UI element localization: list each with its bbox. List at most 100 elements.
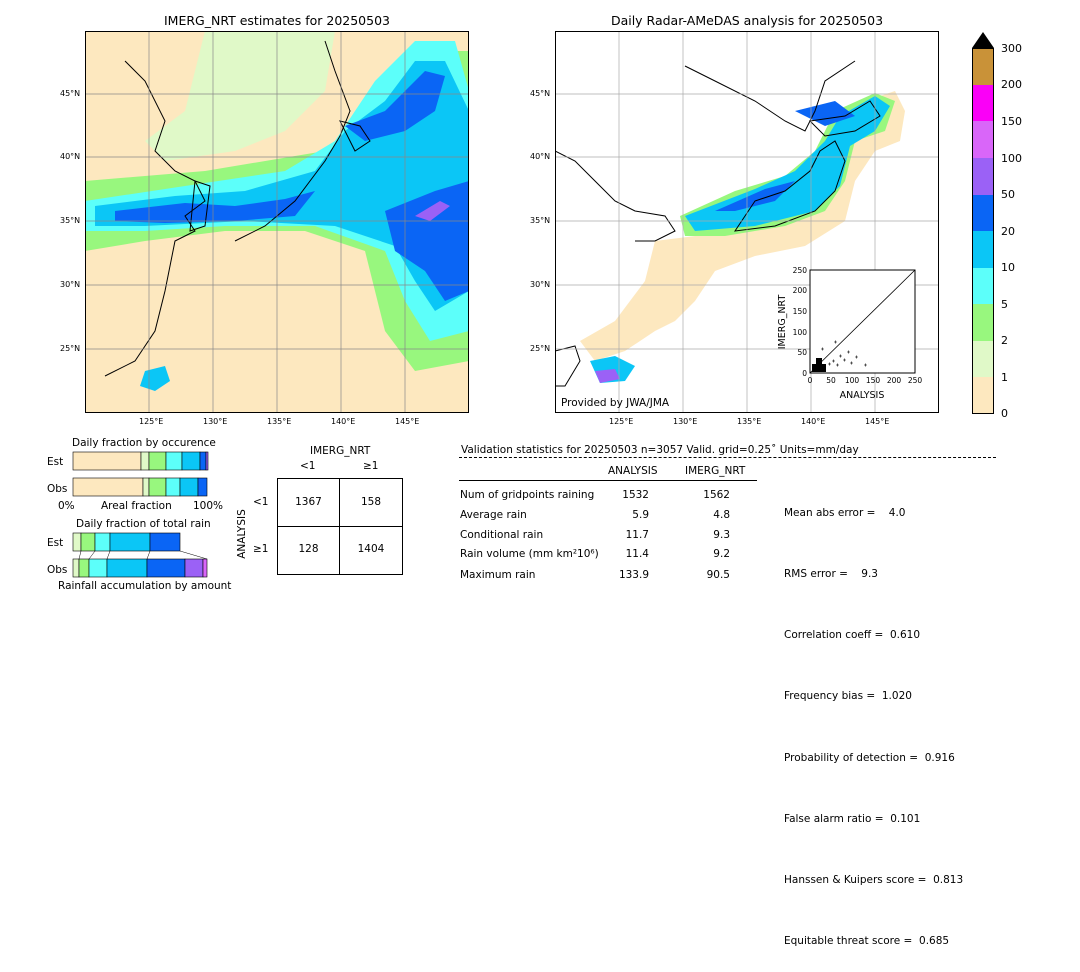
- validation-row-analysis: 133.9: [618, 569, 649, 581]
- total-rain-est-label: Est: [47, 537, 64, 549]
- score-ets: Equitable threat score = 0.685: [784, 935, 950, 948]
- right-map-title: Daily Radar-AMeDAS analysis for 20250503: [610, 13, 884, 28]
- validation-row-analysis: 11.4: [625, 548, 649, 560]
- cbar-label-50: 50: [1001, 188, 1015, 201]
- left-lat-25: 25°N: [60, 344, 81, 353]
- scatter-ytick-250: 250: [793, 266, 808, 275]
- right-map: [555, 31, 939, 413]
- score-pod: Probability of detection = 0.916: [784, 751, 955, 764]
- scatter-ytick-200: 200: [793, 286, 808, 295]
- cbar-label-5: 5: [1001, 298, 1008, 311]
- validation-row-analysis: 5.9: [632, 509, 649, 521]
- contingency-row-lt1: <1: [253, 496, 269, 508]
- cbar-label-200: 200: [1001, 78, 1022, 91]
- contingency-row-header: ANALYSIS: [236, 509, 248, 559]
- left-map-title: IMERG_NRT estimates for 20250503: [163, 13, 390, 28]
- score-mae: Mean abs error = 4.0: [784, 506, 906, 519]
- left-lon-130: 130°E: [203, 417, 228, 426]
- validation-row-analysis: 1532: [622, 489, 649, 501]
- contingency-cell-00: 1367: [295, 496, 322, 508]
- occurrence-axis-right: 100%: [193, 500, 224, 512]
- scatter-ytick-150: 150: [793, 307, 808, 316]
- validation-dash: [459, 457, 996, 458]
- contingency-cell-01: 158: [360, 496, 382, 508]
- scatter-ytick-100: 100: [793, 328, 808, 337]
- left-map: [85, 31, 469, 413]
- validation-row-label: Maximum rain: [460, 569, 536, 581]
- validation-row-imerg: 9.3: [713, 529, 730, 541]
- scatter-ytick-0: 0: [802, 369, 807, 378]
- contingency-col-header: IMERG_NRT: [310, 445, 371, 457]
- right-lon-145: 145°E: [865, 417, 890, 426]
- left-lat-45: 45°N: [60, 89, 81, 98]
- right-lat-30: 30°N: [530, 280, 551, 289]
- right-lon-125: 125°E: [609, 417, 634, 426]
- total-rain-bars: [72, 532, 208, 578]
- validation-row-label: Rain volume (mm km²10⁶): [460, 548, 599, 560]
- scatter-xtick-0: 0: [808, 376, 813, 385]
- validation-row-imerg: 1562: [703, 489, 730, 501]
- left-lat-35: 35°N: [60, 216, 81, 225]
- scatter-ytick-50: 50: [797, 348, 807, 357]
- validation-col-imerg: IMERG_NRT: [685, 465, 746, 477]
- left-lat-30: 30°N: [60, 280, 81, 289]
- score-far: False alarm ratio = 0.101: [784, 812, 921, 825]
- scatter-xtick-250: 250: [908, 376, 923, 385]
- left-lon-140: 140°E: [331, 417, 356, 426]
- validation-row-imerg: 4.8: [713, 509, 730, 521]
- left-lat-40: 40°N: [60, 152, 81, 161]
- scatter-xtick-200: 200: [887, 376, 902, 385]
- scatter-xtick-50: 50: [826, 376, 836, 385]
- right-lat-25: 25°N: [530, 344, 551, 353]
- contingency-row-ge1: ≥1: [253, 543, 269, 555]
- colorbar: [972, 32, 994, 414]
- right-lat-35: 35°N: [530, 216, 551, 225]
- validation-row-imerg: 9.2: [713, 548, 730, 560]
- left-lon-135: 135°E: [267, 417, 292, 426]
- map-credit: Provided by JWA/JMA: [561, 397, 670, 409]
- score-freq-bias: Frequency bias = 1.020: [784, 690, 912, 703]
- cbar-label-2: 2: [1001, 334, 1008, 347]
- right-lon-135: 135°E: [737, 417, 762, 426]
- cbar-label-10: 10: [1001, 261, 1015, 274]
- occurrence-axis-left: 0%: [58, 500, 75, 512]
- right-lon-140: 140°E: [801, 417, 826, 426]
- validation-row-label: Average rain: [460, 509, 527, 521]
- occurrence-title: Daily fraction by occurence: [72, 437, 216, 449]
- contingency-grid: 1367 158 128 1404: [277, 478, 403, 575]
- scatter-xlabel: ANALYSIS: [840, 390, 885, 399]
- validation-row-label: Conditional rain: [460, 529, 544, 541]
- scatter-xtick-100: 100: [845, 376, 860, 385]
- cbar-label-150: 150: [1001, 115, 1022, 128]
- occurrence-est-label: Est: [47, 456, 64, 468]
- validation-row-analysis: 11.7: [625, 529, 649, 541]
- score-list: Mean abs error = 4.0 RMS error = 9.3 Cor…: [784, 462, 963, 972]
- cbar-label-300: 300: [1001, 42, 1022, 55]
- cbar-label-20: 20: [1001, 225, 1015, 238]
- validation-row-label: Num of gridpoints raining: [460, 489, 595, 501]
- scatter-ylabel: IMERG_NRT: [777, 295, 788, 350]
- cbar-label-1: 1: [1001, 371, 1008, 384]
- left-lon-145: 145°E: [395, 417, 420, 426]
- score-rmse: RMS error = 9.3: [784, 568, 878, 581]
- left-lon-125: 125°E: [139, 417, 164, 426]
- cbar-label-100: 100: [1001, 152, 1022, 165]
- occurrence-obs-label: Obs: [47, 483, 68, 495]
- validation-col-analysis: ANALYSIS: [608, 465, 658, 477]
- contingency-cell-11: 1404: [357, 543, 385, 555]
- total-rain-obs-label: Obs: [47, 564, 68, 576]
- score-corr: Correlation coeff = 0.610: [784, 629, 920, 642]
- total-rain-title: Daily fraction of total rain: [76, 518, 211, 530]
- cbar-label-0: 0: [1001, 407, 1008, 420]
- validation-row-imerg: 90.5: [706, 569, 730, 581]
- occurrence-bars: [72, 451, 209, 497]
- validation-rule: [459, 480, 757, 481]
- contingency-cell-10: 128: [298, 543, 319, 555]
- occurrence-axis-mid: Areal fraction: [101, 500, 172, 512]
- scatter-inset: 0 50 100 150 200 250 0 50 100 150 200 25…: [777, 266, 923, 399]
- contingency-col-ge1: ≥1: [363, 460, 379, 472]
- right-lon-130: 130°E: [673, 417, 698, 426]
- total-rain-footer: Rainfall accumulation by amount: [58, 580, 232, 592]
- validation-header: Validation statistics for 20250503 n=305…: [461, 444, 859, 456]
- score-hk: Hanssen & Kuipers score = 0.813: [784, 874, 964, 887]
